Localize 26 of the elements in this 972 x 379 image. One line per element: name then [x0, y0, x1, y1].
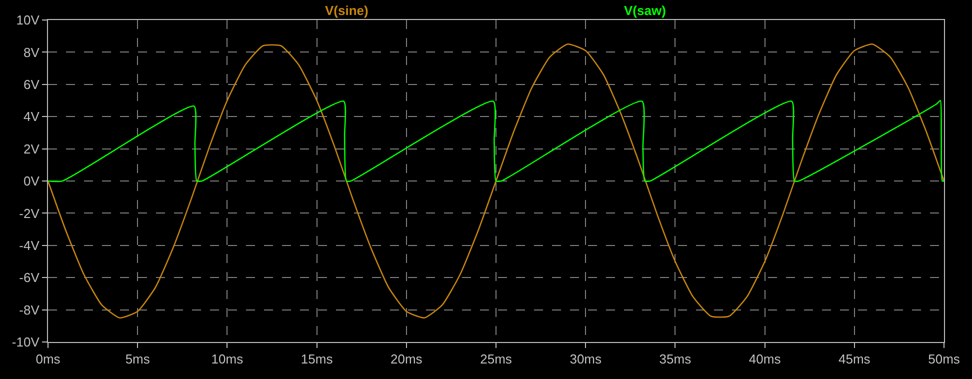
y-tick-label: 8V — [23, 44, 40, 60]
y-tick-label: -10V — [12, 334, 40, 350]
x-tick-label: 30ms — [570, 352, 602, 367]
x-tick-label: 5ms — [125, 352, 150, 367]
y-tick-label: -2V — [19, 206, 40, 221]
x-tick-label: 45ms — [838, 352, 871, 367]
y-tick-label: -8V — [19, 302, 40, 318]
text: V(saw) — [624, 3, 666, 18]
x-tick-label: 15ms — [300, 352, 334, 367]
y-tick-label: 4V — [23, 109, 40, 124]
y-tick-label: 0V — [23, 174, 40, 189]
x-tick-label: 35ms — [659, 352, 692, 367]
y-tick-label: -6V — [19, 270, 40, 286]
line-series — [48, 100, 944, 182]
x-tick-label: 0ms — [36, 352, 61, 367]
y-tick-label: 10V — [16, 12, 40, 28]
x-tick-label: 10ms — [211, 352, 244, 367]
line-series — [48, 44, 944, 318]
text: V(sine) — [325, 3, 368, 18]
x-tick-label: 50ms — [928, 352, 960, 367]
x-tick-label: 25ms — [480, 352, 512, 367]
y-tick-label: 6V — [23, 76, 40, 92]
y-tick-label: -4V — [19, 238, 40, 253]
x-tick-label: 40ms — [748, 352, 782, 367]
y-tick-label: 2V — [23, 141, 40, 156]
x-tick-label: 20ms — [390, 352, 423, 367]
